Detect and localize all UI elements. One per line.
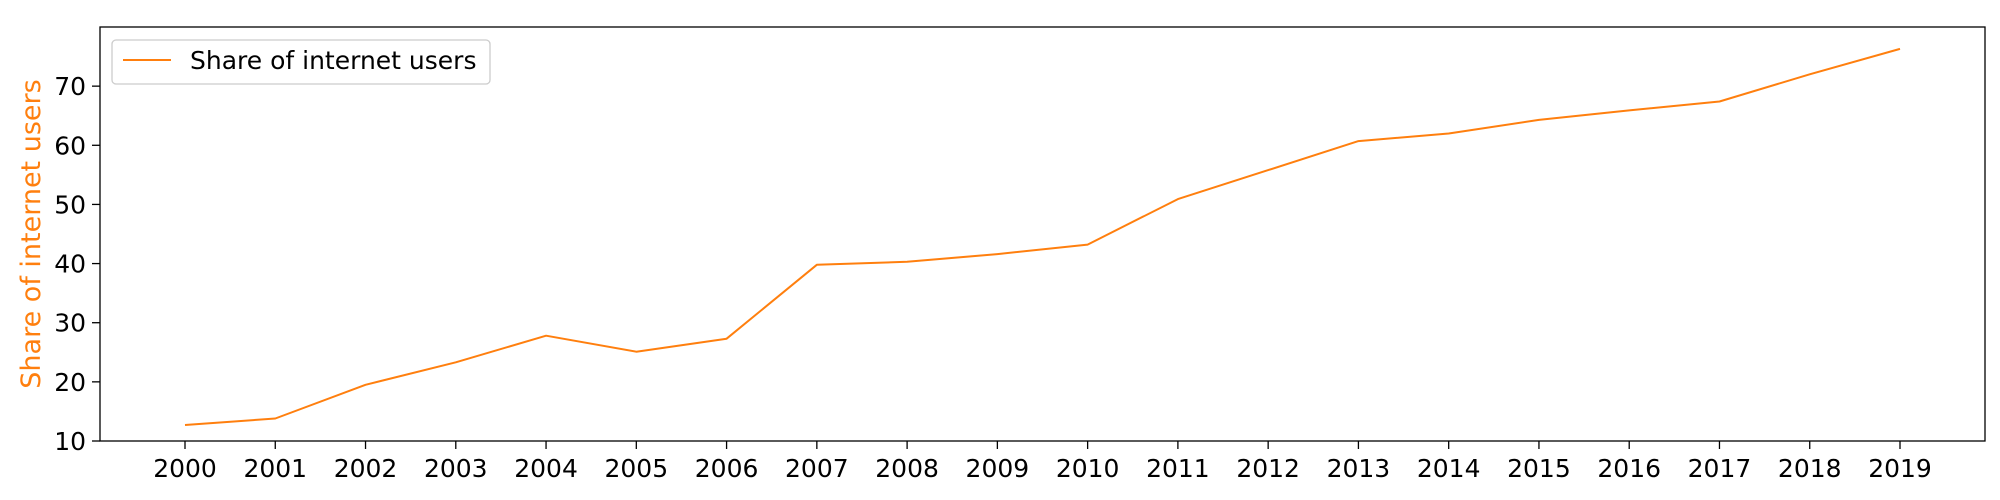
legend-label: Share of internet users	[190, 46, 476, 75]
legend-box	[111, 39, 491, 85]
x-tick-label: 2006	[695, 454, 759, 483]
y-tick-label: 40	[54, 250, 86, 279]
x-tick-label: 2000	[153, 454, 217, 483]
x-tick-label: 2008	[875, 454, 939, 483]
x-tick-label: 2016	[1597, 454, 1661, 483]
y-tick-label: 20	[54, 368, 86, 397]
y-tick-label: 30	[54, 309, 86, 338]
x-tick-label: 2014	[1417, 454, 1481, 483]
x-tick-label: 2018	[1778, 454, 1842, 483]
series-layer	[184, 47, 1901, 426]
x-tick-label: 2013	[1327, 454, 1391, 483]
x-tick-label: 2007	[785, 454, 849, 483]
x-tick-label: 2011	[1146, 454, 1210, 483]
y-tick-label: 10	[54, 427, 86, 456]
x-tick-label: 2004	[514, 454, 578, 483]
x-tick-label: 2005	[605, 454, 669, 483]
x-tick-label: 2001	[243, 454, 307, 483]
x-tick-label: 2019	[1868, 454, 1932, 483]
x-tick-label: 2015	[1507, 454, 1571, 483]
x-tick-label: 2009	[966, 454, 1030, 483]
y-tick-label: 50	[54, 190, 86, 219]
y-axis-title: Share of internet users	[16, 79, 47, 388]
x-tick-label: 2017	[1688, 454, 1752, 483]
legend: Share of internet users	[111, 39, 491, 85]
series-line	[184, 47, 1901, 426]
x-tick-label: 2010	[1056, 454, 1120, 483]
x-tick-label: 2002	[334, 454, 398, 483]
x-tick-label: 2012	[1236, 454, 1300, 483]
plot-area-frame	[99, 26, 1986, 442]
y-tick-label: 60	[54, 131, 86, 160]
ticks-layer: 10 20 30 40 50 60 70 2000 2001 2002 2003 2004 2005 20…	[54, 72, 1932, 483]
x-tick-label: 2003	[424, 454, 488, 483]
y-tick-label: 70	[54, 72, 86, 101]
